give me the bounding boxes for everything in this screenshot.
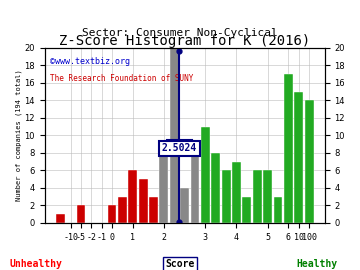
Bar <box>149 197 158 223</box>
Bar <box>139 179 148 223</box>
Bar <box>242 197 251 223</box>
Bar <box>108 205 116 223</box>
Bar <box>211 153 220 223</box>
Bar <box>170 48 179 223</box>
Bar <box>263 170 272 223</box>
Y-axis label: Number of companies (194 total): Number of companies (194 total) <box>15 69 22 201</box>
Text: Score: Score <box>165 259 195 269</box>
Bar <box>232 161 241 223</box>
Text: ©www.textbiz.org: ©www.textbiz.org <box>50 57 130 66</box>
Bar <box>56 214 64 223</box>
Text: The Research Foundation of SUNY: The Research Foundation of SUNY <box>50 74 194 83</box>
Bar <box>159 144 168 223</box>
Bar <box>129 170 137 223</box>
Bar <box>77 205 85 223</box>
Text: Unhealthy: Unhealthy <box>10 259 62 269</box>
Title: Z-Score Histogram for K (2016): Z-Score Histogram for K (2016) <box>59 34 310 48</box>
Bar <box>305 100 314 223</box>
Bar <box>190 144 199 223</box>
Bar <box>253 170 262 223</box>
Bar <box>294 92 303 223</box>
Bar <box>180 188 189 223</box>
Text: 2.5024: 2.5024 <box>162 143 197 153</box>
Text: Sector: Consumer Non-Cyclical: Sector: Consumer Non-Cyclical <box>82 28 278 38</box>
Bar <box>222 170 230 223</box>
Bar <box>118 197 127 223</box>
Text: Healthy: Healthy <box>296 259 337 269</box>
Bar <box>284 74 293 223</box>
Bar <box>274 197 282 223</box>
Bar <box>201 127 210 223</box>
